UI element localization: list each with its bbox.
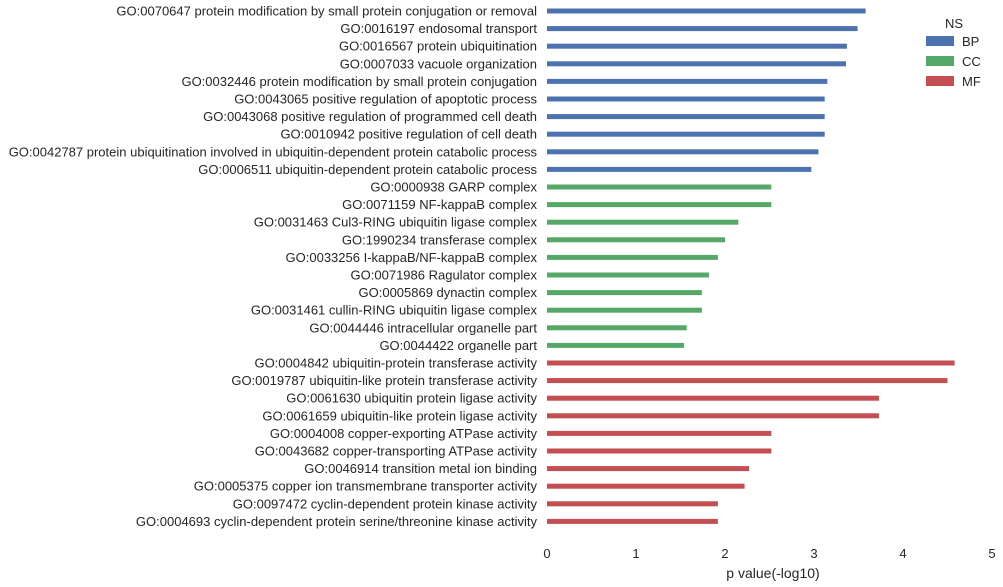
category-label: GO:0061630 ubiquitin protein ligase acti… [286,391,537,406]
x-tick-label: 0 [543,546,550,561]
bar-mf [547,360,955,366]
bar-mf [547,395,879,401]
category-label: GO:0043065 positive regulation of apopto… [234,92,537,107]
x-axis-title: p value(-log10) [726,565,819,581]
bar-mf [547,501,718,507]
bar-bp [547,78,828,84]
category-label: GO:0000938 GARP complex [370,180,537,195]
x-tick-label: 4 [899,546,906,561]
legend-swatch-cc [926,56,954,66]
category-label: GO:0004842 ubiquitin-protein transferase… [254,356,537,371]
bar-cc [547,237,725,243]
bar-mf [547,430,772,436]
category-label: GO:0010942 positive regulation of cell d… [280,127,537,142]
bar-cc [547,325,687,331]
category-label: GO:0005869 dynactin complex [359,285,538,300]
category-label: GO:0006511 ubiquitin-dependent protein c… [198,162,537,177]
category-label: GO:0097472 cyclin-dependent protein kina… [233,496,538,511]
bar-mf [547,483,745,489]
bar-cc [547,307,702,313]
category-label: GO:0019787 ubiquitin-like protein transf… [231,373,537,388]
bar-bp [547,26,858,32]
bar-mf [547,448,772,454]
category-label: GO:0031463 Cul3-RING ubiquitin ligase co… [254,215,538,230]
category-label: GO:0071986 Ragulator complex [351,268,538,283]
bar-cc [547,254,718,260]
category-label: GO:0016567 protein ubiquitination [339,39,537,54]
bar-mf [547,378,948,384]
category-label: GO:0044446 intracellular organelle part [309,320,537,335]
bar-bp [547,149,819,155]
legend-label-cc: CC [962,54,981,69]
category-label: GO:0016197 endosomal transport [340,21,537,36]
category-label: GO:0004693 cyclin-dependent protein seri… [136,514,538,529]
category-label: GO:0071159 NF-kappaB complex [342,197,537,212]
bar-mf [547,466,750,472]
legend-label-mf: MF [962,74,981,89]
legend-title: NS [945,16,963,31]
category-label: GO:0043068 positive regulation of progra… [203,109,537,124]
bar-cc [547,290,702,296]
category-labels-group: GO:0070647 protein modification by small… [9,4,538,529]
category-label: GO:1990234 transferase complex [342,232,538,247]
bar-bp [547,166,812,172]
category-label: GO:0042787 protein ubiquitination involv… [9,144,538,159]
category-label: GO:0061659 ubiquitin-like protein ligase… [262,408,537,423]
bar-mf [547,518,718,524]
bar-bp [547,61,847,67]
category-label: GO:0044422 organelle part [379,338,537,353]
x-tick-label: 1 [632,546,639,561]
bar-bp [547,131,825,137]
bar-cc [547,184,772,190]
legend: NS BP CC MF [926,16,981,89]
category-label: GO:0005375 copper ion transmembrane tran… [194,479,538,494]
bar-cc [547,342,685,348]
legend-label-bp: BP [962,34,979,49]
legend-swatch-mf [926,76,954,86]
category-label: GO:0033256 I-kappaB/NF-kappaB complex [286,250,538,265]
category-label: GO:0007033 vacuole organization [340,56,537,71]
x-tick-label: 5 [988,546,995,561]
category-label: GO:0032446 protein modification by small… [181,74,537,89]
category-label: GO:0046914 transition metal ion binding [304,461,537,476]
bar-mf [547,413,879,419]
category-label: GO:0070647 protein modification by small… [116,4,537,19]
bar-bp [547,96,825,102]
category-label: GO:0004008 copper-exporting ATPase activ… [270,426,538,441]
bar-bp [547,43,847,49]
bar-cc [547,202,772,208]
bar-cc [547,219,739,225]
legend-entries: BP CC MF [926,34,981,89]
bar-cc [547,272,709,278]
category-label: GO:0043682 copper-transporting ATPase ac… [255,444,538,459]
bar-bp [547,114,825,120]
x-tick-label: 3 [810,546,817,561]
bars-group [547,8,955,524]
x-axis-ticks-group: 0 1 2 3 4 5 [543,546,995,561]
x-tick-label: 2 [721,546,728,561]
bar-bp [547,8,866,14]
legend-swatch-bp [926,36,954,46]
category-label: GO:0031461 cullin-RING ubiquitin ligase … [251,303,538,318]
